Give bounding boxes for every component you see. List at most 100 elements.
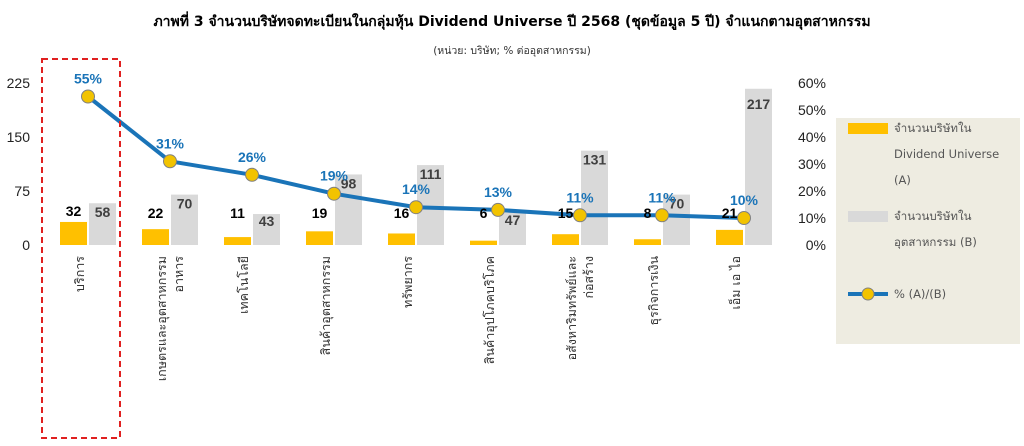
left-axis-tick: 75	[14, 183, 30, 199]
bar-dividend-universe	[552, 234, 579, 245]
label-dividend-universe: 11	[230, 205, 245, 221]
label-industry-total: 98	[341, 175, 357, 191]
percentage-marker	[409, 200, 423, 215]
percentage-marker	[573, 208, 587, 223]
highlight-box	[41, 58, 121, 439]
label-percentage: 10%	[730, 192, 759, 208]
label-industry-total: 58	[95, 204, 111, 220]
bar-industry-total	[663, 194, 690, 245]
label-percentage: 26%	[238, 149, 267, 165]
bar-industry-total	[89, 203, 116, 245]
label-dividend-universe: 15	[558, 205, 574, 221]
label-dividend-universe: 8	[644, 205, 652, 221]
legend-label: % (A)/(B)	[894, 287, 946, 301]
label-dividend-universe: 16	[394, 205, 410, 221]
label-percentage: 13%	[484, 184, 513, 200]
legend-label: (A)	[894, 173, 911, 187]
bar-industry-total	[253, 214, 280, 245]
category-label: สินค้าอุปโภคบริโภค	[482, 256, 498, 364]
percentage-marker	[327, 186, 341, 201]
chart-title: ภาพที่ 3 จำนวนบริษัทจดทะเบียนในกลุ่มหุ้น…	[153, 11, 870, 30]
label-dividend-universe: 32	[66, 203, 82, 219]
label-industry-total: 131	[583, 152, 607, 168]
bar-dividend-universe	[634, 239, 661, 245]
category-label: ธุรกิจการเงิน	[646, 256, 662, 326]
category-label-line: เอ็ม เอ ไอ	[728, 256, 743, 310]
data-labels: 32 58 22 70 11 43 19 98 16 111 6 47 15 131 8 70 21 217 55%…	[66, 71, 771, 230]
percentage-line	[81, 89, 751, 225]
legend: จำนวนบริษัทใน Dividend Universe (A) จำนวนบร…	[836, 118, 1020, 344]
legend-label: อุตสาหกรรม (B)	[894, 235, 977, 249]
label-percentage: 19%	[320, 168, 349, 184]
category-label-line: อสังหาริมทรัพย์และ	[564, 256, 579, 360]
category-label-line: บริการ	[72, 256, 87, 292]
category-label-line: สินค้าอุตสาหกรรม	[318, 256, 334, 355]
right-axis-tick: 10%	[798, 210, 826, 226]
label-dividend-universe: 19	[312, 205, 328, 221]
label-dividend-universe: 6	[480, 205, 488, 221]
right-axis-tick: 50%	[798, 102, 826, 118]
left-axis-tick: 225	[7, 75, 31, 91]
left-axis-tick: 0	[22, 237, 30, 253]
category-label-line: สินค้าอุปโภคบริโภค	[482, 256, 498, 364]
legend-marker	[861, 287, 875, 301]
bar-industry-total	[581, 150, 608, 245]
category-label: สินค้าอุตสาหกรรม	[318, 256, 334, 355]
percentage-marker	[655, 208, 669, 223]
legend-label: จำนวนบริษัทใน	[894, 121, 972, 135]
bar-industry-total	[499, 211, 526, 245]
category-label: อสังหาริมทรัพย์และ ก่อสร้าง	[564, 256, 596, 360]
label-dividend-universe: 21	[722, 205, 738, 221]
percentage-marker	[81, 89, 95, 104]
legend-swatch	[848, 123, 888, 134]
right-y-axis: 0% 10% 20% 30% 40% 50% 60%	[798, 75, 826, 253]
left-axis-tick: 150	[7, 129, 31, 145]
label-percentage: 55%	[74, 71, 103, 87]
bar-group	[60, 88, 772, 245]
category-label-line: ก่อสร้าง	[581, 256, 596, 299]
category-label-line: เกษตรและอุตสาหกรรม	[154, 256, 170, 381]
label-percentage: 14%	[402, 181, 431, 197]
bar-industry-total	[335, 174, 362, 245]
label-industry-total: 70	[177, 196, 193, 212]
label-percentage: 31%	[156, 135, 185, 151]
legend-background	[836, 118, 1020, 344]
bar-dividend-universe	[716, 229, 743, 245]
label-percentage: 11%	[566, 189, 594, 205]
right-axis-tick: 40%	[798, 129, 826, 145]
category-label: เทคโนโลยี	[236, 256, 251, 314]
category-labels: บริการ เกษตรและอุตสาหกรรม อาหาร เทคโนโลยี สิ…	[72, 256, 743, 382]
percentage-marker	[491, 202, 505, 217]
category-label: บริการ	[72, 256, 87, 292]
legend-label: จำนวนบริษัทใน	[894, 209, 972, 223]
percentage-marker	[163, 154, 177, 169]
legend-label: Dividend Universe	[894, 147, 999, 161]
highlight-rectangle	[41, 58, 121, 439]
category-label: ทรัพยากร	[400, 256, 415, 308]
legend-swatch	[848, 211, 888, 222]
label-percentage: 11%	[648, 189, 676, 205]
label-dividend-universe: 22	[148, 205, 164, 221]
category-label: เกษตรและอุตสาหกรรม อาหาร	[154, 256, 186, 381]
bar-dividend-universe	[142, 229, 169, 245]
right-axis-tick: 0%	[806, 237, 826, 253]
percentage-marker	[737, 211, 751, 225]
label-industry-total: 47	[505, 212, 521, 228]
right-axis-tick: 30%	[798, 156, 826, 172]
category-label-line: ธุรกิจการเงิน	[646, 256, 662, 326]
left-y-axis: 0 75 150 225	[7, 75, 31, 253]
category-label: เอ็ม เอ ไอ	[728, 256, 743, 310]
category-label-line: อาหาร	[171, 256, 186, 293]
right-axis-tick: 60%	[798, 75, 826, 91]
bar-industry-total	[171, 194, 198, 245]
bar-dividend-universe	[470, 240, 497, 245]
percentage-marker	[245, 167, 259, 182]
chart-subtitle: (หน่วย: บริษัท; % ต่ออุตสาหกรรม)	[433, 45, 591, 57]
bar-dividend-universe	[224, 237, 251, 245]
label-industry-total: 43	[259, 213, 275, 229]
label-industry-total: 217	[747, 96, 771, 112]
category-label-line: ทรัพยากร	[400, 256, 415, 308]
label-industry-total: 111	[420, 166, 442, 182]
bar-dividend-universe	[60, 221, 87, 245]
